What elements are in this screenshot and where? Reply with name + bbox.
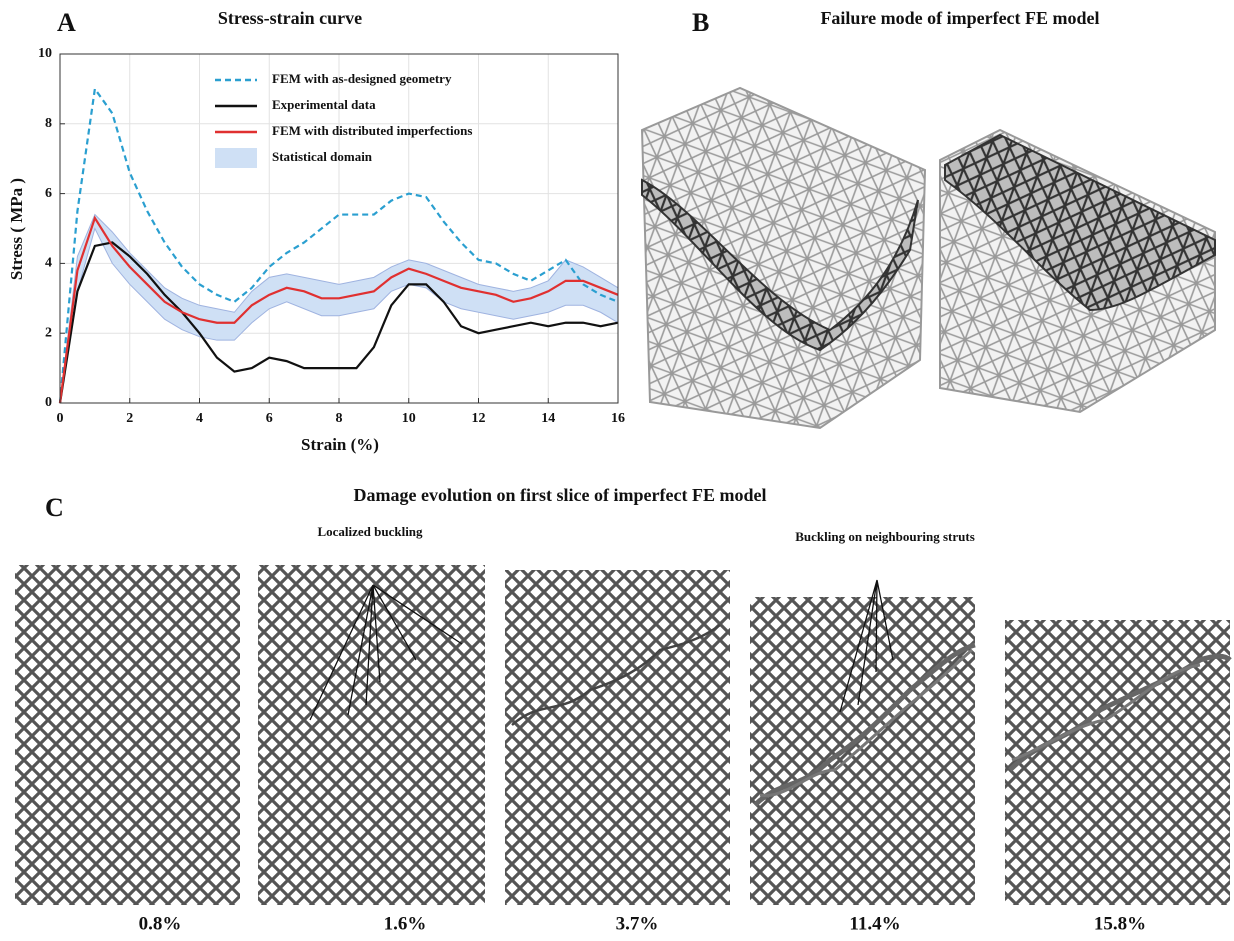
frame-label: 1.6% (384, 913, 427, 934)
y-tick-label: 2 (45, 325, 52, 340)
lattice-cube (640, 86, 927, 430)
legend-swatch (215, 148, 257, 168)
legend-label: FEM with distributed imperfections (272, 123, 472, 138)
y-axis-label: Stress ( MPa ) (7, 178, 26, 280)
panel-label: B (692, 8, 709, 37)
lattice-cube (939, 128, 1216, 414)
panel-title: Failure mode of imperfect FE model (820, 8, 1099, 28)
frame-label: 0.8% (139, 913, 182, 934)
y-tick-label: 10 (38, 46, 52, 61)
y-tick-label: 4 (45, 256, 52, 271)
line (58, 86, 619, 404)
x-tick-label: 0 (57, 411, 64, 426)
annotation: Buckling on neighbouring struts (795, 529, 975, 544)
frame-label: 11.4% (849, 913, 900, 934)
y-tick-label: 0 (45, 395, 52, 410)
panel-title: Damage evolution on first slice of imper… (354, 485, 767, 505)
lattice-frame (15, 565, 240, 905)
line (58, 215, 619, 404)
line (58, 241, 619, 404)
plot-area: 0 2 4 6 8 10 12 14 16 0 2 4 6 8 10 FEM with as-designed… (38, 46, 625, 426)
frame-label: 3.7% (616, 913, 659, 934)
x-tick-label: 2 (126, 411, 133, 426)
x-tick-label: 10 (402, 411, 416, 426)
y-tick-label: 8 (45, 116, 52, 131)
lattice-frame (750, 597, 976, 905)
x-axis-label: Strain (%) (301, 435, 379, 454)
panel-label: C (45, 493, 64, 522)
legend-label: FEM with as-designed geometry (272, 71, 452, 86)
x-tick-label: 6 (266, 411, 273, 426)
x-tick-label: 4 (196, 411, 203, 426)
x-tick-label: 8 (336, 411, 343, 426)
legend-label: Experimental data (272, 97, 376, 112)
y-tick-label: 6 (45, 186, 52, 201)
x-tick-label: 12 (472, 411, 486, 426)
plot-frame (59, 53, 619, 404)
legend-label: Statistical domain (272, 149, 373, 164)
lattice-frame (505, 570, 730, 905)
x-tick-label: 16 (611, 411, 625, 426)
panel-label: A (57, 8, 76, 37)
arrows (309, 579, 894, 721)
chart-title: Stress-strain curve (218, 8, 362, 28)
annotation: Localized buckling (317, 524, 423, 539)
lattice-frame (1005, 620, 1232, 905)
x-tick-label: 14 (541, 411, 555, 426)
frame-label: 15.8% (1094, 913, 1146, 934)
